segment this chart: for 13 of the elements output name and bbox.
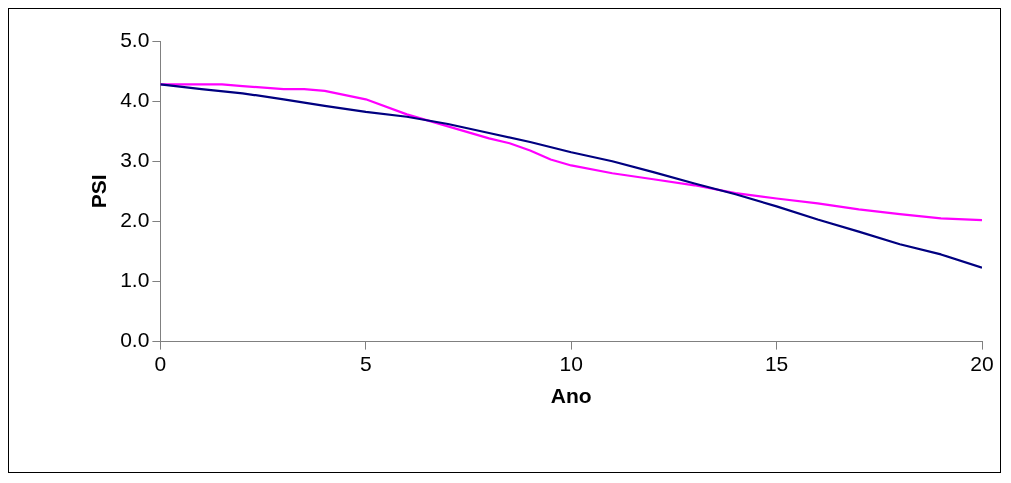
- x-tick-label: 15: [764, 352, 789, 375]
- x-tick-label: 10: [559, 352, 583, 375]
- y-axis-title: PSI: [87, 174, 111, 209]
- y-tick-label: 1.0: [120, 268, 150, 292]
- y-tick-label: 3.0: [120, 148, 150, 172]
- y-tick-label: 5.0: [120, 27, 150, 51]
- y-tick-label: 2.0: [120, 208, 150, 232]
- x-tick-label: 20: [970, 352, 994, 375]
- x-tick-label: 0: [154, 352, 167, 375]
- y-tick-label: 0.0: [120, 328, 150, 352]
- y-tick-label: 4.0: [120, 87, 150, 111]
- x-axis-title: Ano: [550, 384, 592, 408]
- x-tick-label: 5: [359, 352, 372, 375]
